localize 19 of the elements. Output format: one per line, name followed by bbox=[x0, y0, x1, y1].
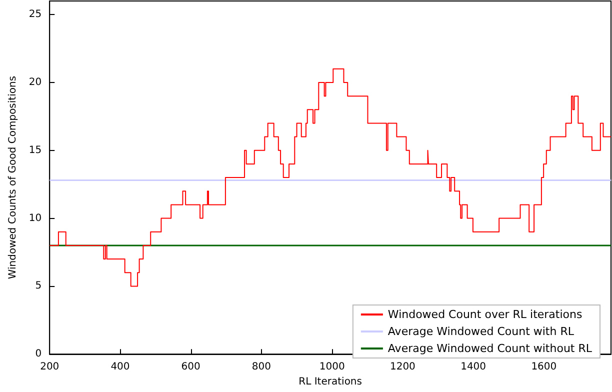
y-axis-title: Windowed Counts of Good Compositions bbox=[8, 76, 18, 280]
legend-label: Windowed Count over RL iterations bbox=[388, 308, 582, 321]
x-tick-label: 200 bbox=[40, 362, 60, 373]
x-tick-label: 1200 bbox=[390, 362, 416, 373]
x-tick-label: 1600 bbox=[531, 362, 557, 373]
y-tick-label: 5 bbox=[35, 280, 42, 292]
y-tick-label: 0 bbox=[35, 348, 42, 360]
y-tick-label: 10 bbox=[28, 212, 42, 224]
x-tick-label: 400 bbox=[110, 362, 130, 373]
legend-label: Average Windowed Count without RL bbox=[388, 342, 593, 355]
x-tick-label: 800 bbox=[252, 362, 272, 373]
y-tick-label: 15 bbox=[28, 144, 42, 156]
x-tick-label: 1400 bbox=[460, 362, 486, 373]
legend-label: Average Windowed Count with RL bbox=[388, 325, 575, 338]
x-tick-label: 1000 bbox=[319, 362, 345, 373]
y-tick-label: 20 bbox=[28, 76, 42, 88]
y-tick-label: 25 bbox=[28, 9, 42, 20]
x-tick-label: 600 bbox=[181, 362, 200, 373]
x-axis-title: RL Iterations bbox=[298, 376, 362, 388]
